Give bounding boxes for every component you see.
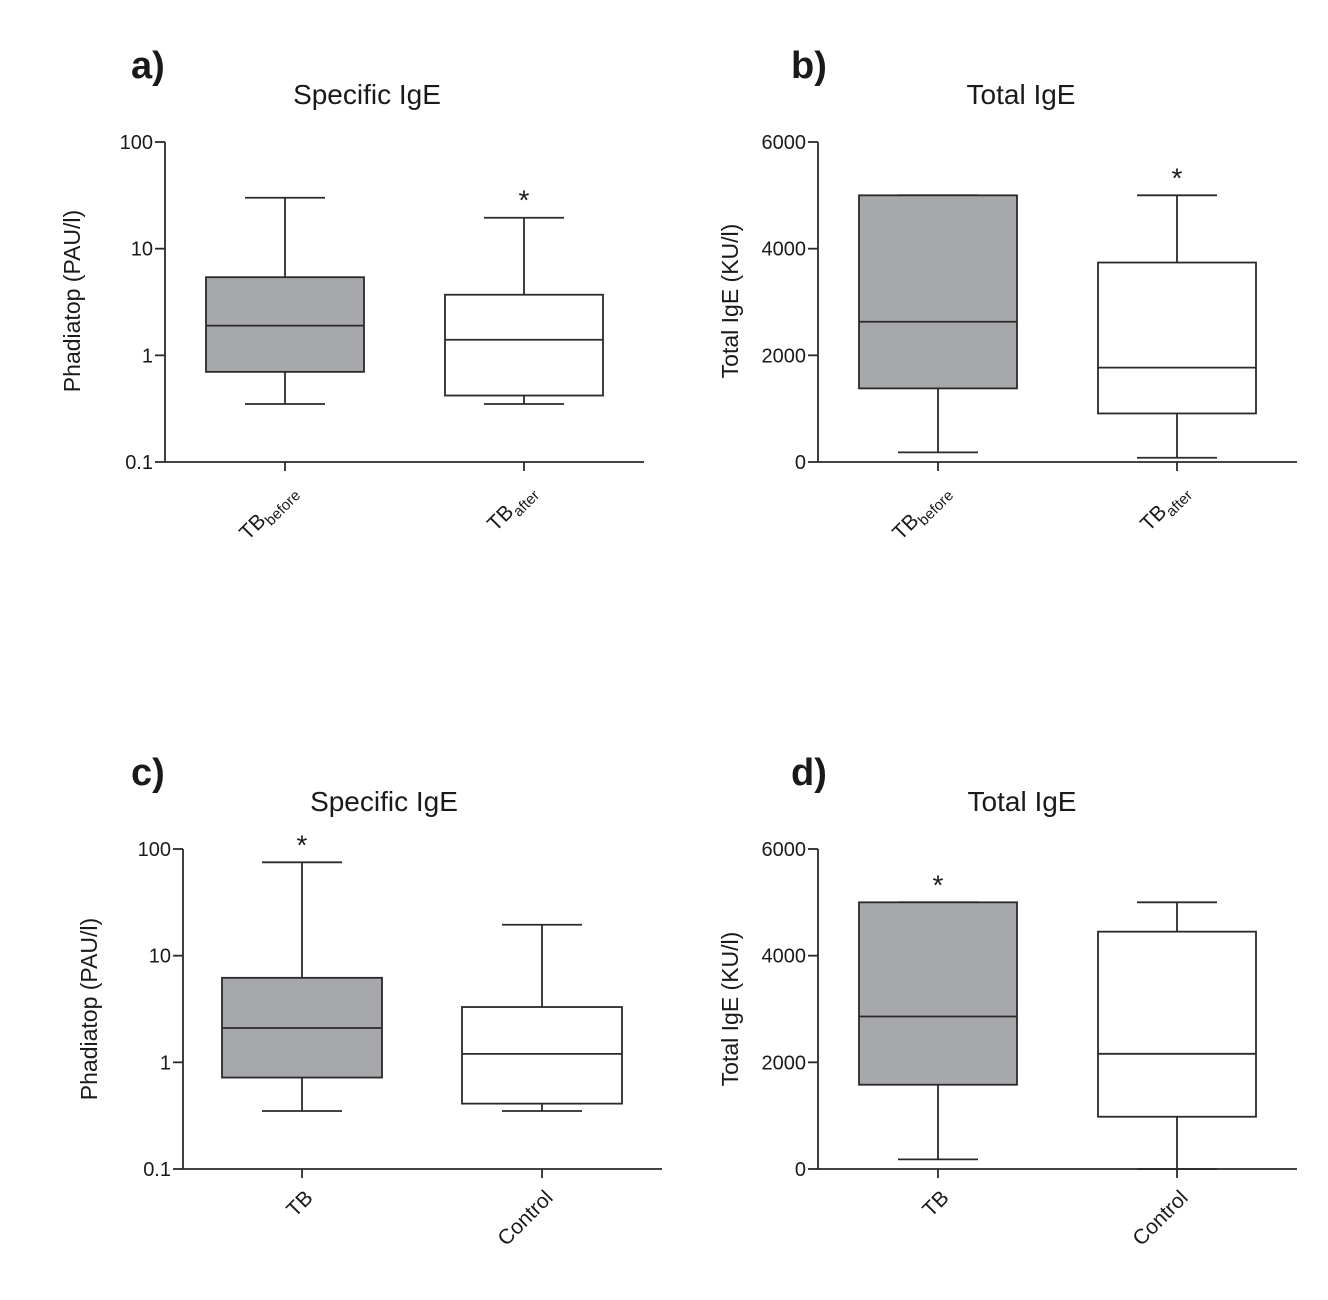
y-tick-label: 0 <box>795 1159 806 1181</box>
box-iqr <box>858 194 1018 390</box>
panel-label: d) <box>791 752 827 794</box>
chart-title: Total IgE <box>967 79 1076 110</box>
y-tick-label: 2000 <box>762 345 807 367</box>
panel-d: d) Total IgE Total IgE (KU/l) 0 2000 4000 6… <box>717 752 1297 1250</box>
y-tick-label: 0 <box>795 452 806 474</box>
y-tick-label: 4000 <box>762 946 807 968</box>
y-tick-label: 4000 <box>762 239 807 261</box>
y-tick-label: 10 <box>131 239 153 261</box>
box-iqr <box>858 901 1018 1086</box>
panel-label: b) <box>791 45 827 87</box>
chart-title: Total IgE <box>968 786 1077 817</box>
box-iqr <box>1097 930 1257 1118</box>
y-tick-label: 100 <box>138 839 171 861</box>
panel-label: c) <box>131 752 165 794</box>
y-tick-label: 100 <box>120 132 153 154</box>
y-axis-label: Phadiatop (PAU/l) <box>59 210 85 392</box>
significance-marker: * <box>297 829 308 860</box>
box-iqr <box>1097 261 1257 415</box>
y-tick-label: 2000 <box>762 1052 807 1074</box>
y-tick-label: 6000 <box>762 839 807 861</box>
box-iqr <box>461 1006 623 1105</box>
y-axis-label: Phadiatop (PAU/l) <box>76 918 102 1100</box>
y-tick-label: 0.1 <box>125 452 153 474</box>
y-tick-label: 6000 <box>762 132 807 154</box>
panel-label: a) <box>131 45 165 87</box>
y-axis-label: Total IgE (KU/l) <box>717 224 743 379</box>
box-iqr <box>444 293 604 397</box>
y-tick-label: 0.1 <box>143 1159 171 1181</box>
panel-c: c) Specific IgE Phadiatop (PAU/l) 0.1 1 10… <box>76 752 662 1250</box>
significance-marker: * <box>1172 162 1183 193</box>
y-tick-label: 1 <box>160 1052 171 1074</box>
y-tick-label: 1 <box>142 345 153 367</box>
chart-title: Specific IgE <box>310 786 458 817</box>
y-tick-label: 10 <box>149 946 171 968</box>
y-axis-label: Total IgE (KU/l) <box>717 932 743 1087</box>
x-tick-label: TBafter <box>483 479 543 539</box>
significance-marker: * <box>933 869 944 900</box>
chart-title: Specific IgE <box>293 79 441 110</box>
significance-marker: * <box>519 185 530 216</box>
box-iqr <box>205 276 365 373</box>
